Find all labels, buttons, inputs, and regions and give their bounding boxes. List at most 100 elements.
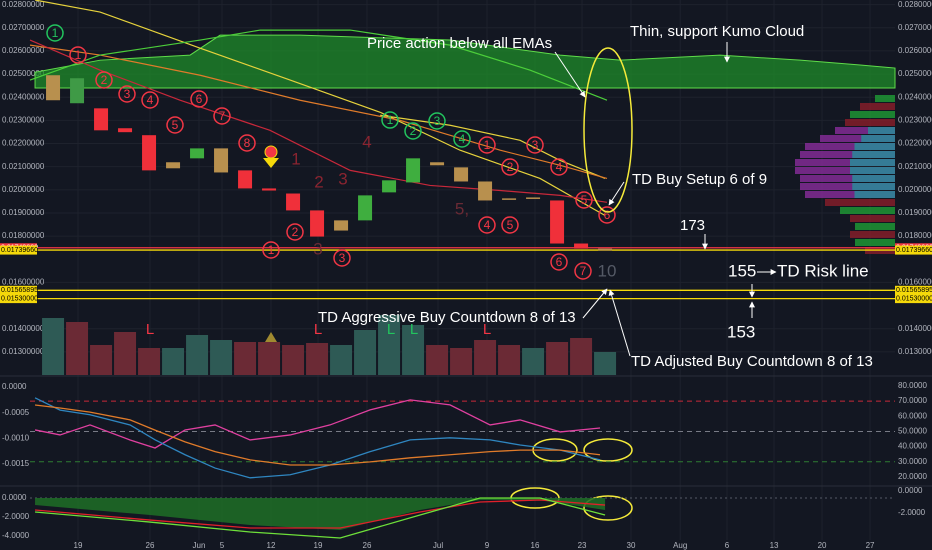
td-count: 6 xyxy=(604,208,611,222)
y-tick-label: -0.0015 xyxy=(2,459,30,468)
y2-tick-label: 0.0000 xyxy=(898,486,923,495)
candle-body xyxy=(382,180,397,193)
y-tick-label: 0.01800000 xyxy=(898,231,932,240)
down-arrow-signal xyxy=(263,158,279,168)
volume-profile-row xyxy=(840,207,895,214)
td-faded-count: 5, xyxy=(455,199,469,218)
td-count: 1 xyxy=(268,243,275,257)
td-circle xyxy=(95,71,113,89)
x-tick-label: 6 xyxy=(725,541,730,550)
candle-body xyxy=(94,108,109,131)
volume-profile-row xyxy=(850,231,895,238)
y-tick-label: 0.01600000 xyxy=(2,278,45,287)
td-circle xyxy=(141,91,159,109)
td-circle xyxy=(381,111,399,129)
volume-bar xyxy=(162,348,185,375)
td-circle xyxy=(286,223,304,241)
volume-profile-row xyxy=(855,223,895,230)
x-tick-label: 26 xyxy=(363,541,372,550)
volume-bar xyxy=(282,345,305,375)
td-count: 5 xyxy=(172,118,179,132)
y-tick-label: 0.02400000 xyxy=(2,92,45,101)
candle-body xyxy=(406,158,421,183)
volume-profile-row xyxy=(855,239,895,246)
td-circle xyxy=(262,241,280,259)
candle-body xyxy=(574,243,589,249)
y2-tick-label: 60.0000 xyxy=(898,411,927,420)
td-count: 4 xyxy=(459,132,466,146)
volume-bar xyxy=(402,325,425,375)
td-circle xyxy=(550,158,568,176)
volume-profile-row-part xyxy=(861,135,895,142)
price-tag-label: 0.01739660 xyxy=(896,247,932,254)
volume-profile-row xyxy=(820,135,895,142)
y-tick-label: 0.02700000 xyxy=(898,23,932,32)
highlight-ellipse xyxy=(583,495,633,521)
candle-body xyxy=(526,197,541,199)
td-count: 7 xyxy=(580,264,587,278)
y-tick-label: 0.02300000 xyxy=(2,115,45,124)
y2-tick-label: 30.0000 xyxy=(898,457,927,466)
volume-profile-row xyxy=(805,191,895,198)
volume-bar xyxy=(450,348,473,375)
volume-profile-row xyxy=(825,199,895,206)
td-count: 4 xyxy=(484,218,491,232)
td-circle xyxy=(478,216,496,234)
volume-profile-row-part xyxy=(850,159,895,166)
volume-profile-row xyxy=(845,119,895,126)
td-circle xyxy=(428,112,446,130)
candle-body xyxy=(310,210,325,237)
x-tick-label: Jul xyxy=(433,541,443,550)
volume-bar xyxy=(138,348,161,375)
candle-body xyxy=(262,188,277,191)
x-tick-label: 9 xyxy=(485,541,490,550)
indicator-area xyxy=(35,498,606,531)
td-circle xyxy=(453,130,471,148)
volume-bar xyxy=(186,335,209,375)
td-count: 6 xyxy=(556,255,563,269)
y-tick-label: 0.02100000 xyxy=(2,162,45,171)
td-count: 2 xyxy=(101,73,108,87)
y-tick-label: -4.0000 xyxy=(2,531,30,540)
volume-profile-row xyxy=(835,127,895,134)
annotation-arrow xyxy=(554,51,586,98)
td-faded-count: L xyxy=(387,321,395,338)
volume-profile-row-part xyxy=(854,143,895,150)
ema-line xyxy=(29,44,608,180)
annotation: Thin, support Kumo Cloud xyxy=(630,23,804,40)
volume-bar xyxy=(354,330,377,375)
td-circle xyxy=(526,136,544,154)
price-tag xyxy=(895,294,932,304)
td-faded-count: 10 xyxy=(598,261,617,280)
indicator-line xyxy=(34,397,601,479)
volume-profile-row xyxy=(860,103,895,110)
highlight-ellipse xyxy=(583,47,633,213)
y-tick-label: 0.02300000 xyxy=(898,115,932,124)
volume-profile-row xyxy=(850,111,895,118)
volume-bar xyxy=(234,342,257,375)
y-tick-label: 0.02200000 xyxy=(2,139,45,148)
y-tick-label: 0.01600000 xyxy=(898,278,932,287)
td-count: 2 xyxy=(410,124,417,138)
td-circle xyxy=(575,191,593,209)
volume-bar xyxy=(498,345,521,375)
volume-profile-row xyxy=(795,159,895,166)
td-faded-count: 1 xyxy=(291,149,300,168)
y-tick-label: 0.02500000 xyxy=(898,69,932,78)
x-tick-label: 20 xyxy=(818,541,827,550)
td-circle xyxy=(574,262,592,280)
annotation-arrow xyxy=(608,289,631,357)
triangle-signal xyxy=(265,332,277,342)
volume-bar xyxy=(474,340,497,375)
td-faded-count: 3 xyxy=(338,169,347,188)
price-tag xyxy=(0,285,37,295)
candle-body xyxy=(190,148,205,159)
y-tick-label: 0.02000000 xyxy=(2,185,45,194)
td-count: 4 xyxy=(147,93,154,107)
td-circle xyxy=(213,107,231,125)
candle-body xyxy=(214,148,229,173)
y2-tick-label: 70.0000 xyxy=(898,396,927,405)
volume-bar xyxy=(570,338,593,375)
price-tag xyxy=(895,285,932,295)
volume-profile-row-part xyxy=(850,167,895,174)
